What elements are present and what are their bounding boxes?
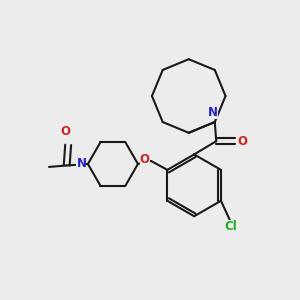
Text: O: O (60, 125, 70, 138)
Text: Cl: Cl (225, 220, 238, 233)
Text: O: O (238, 135, 248, 148)
Text: O: O (140, 153, 150, 166)
Text: N: N (208, 106, 218, 119)
Text: N: N (76, 158, 86, 170)
